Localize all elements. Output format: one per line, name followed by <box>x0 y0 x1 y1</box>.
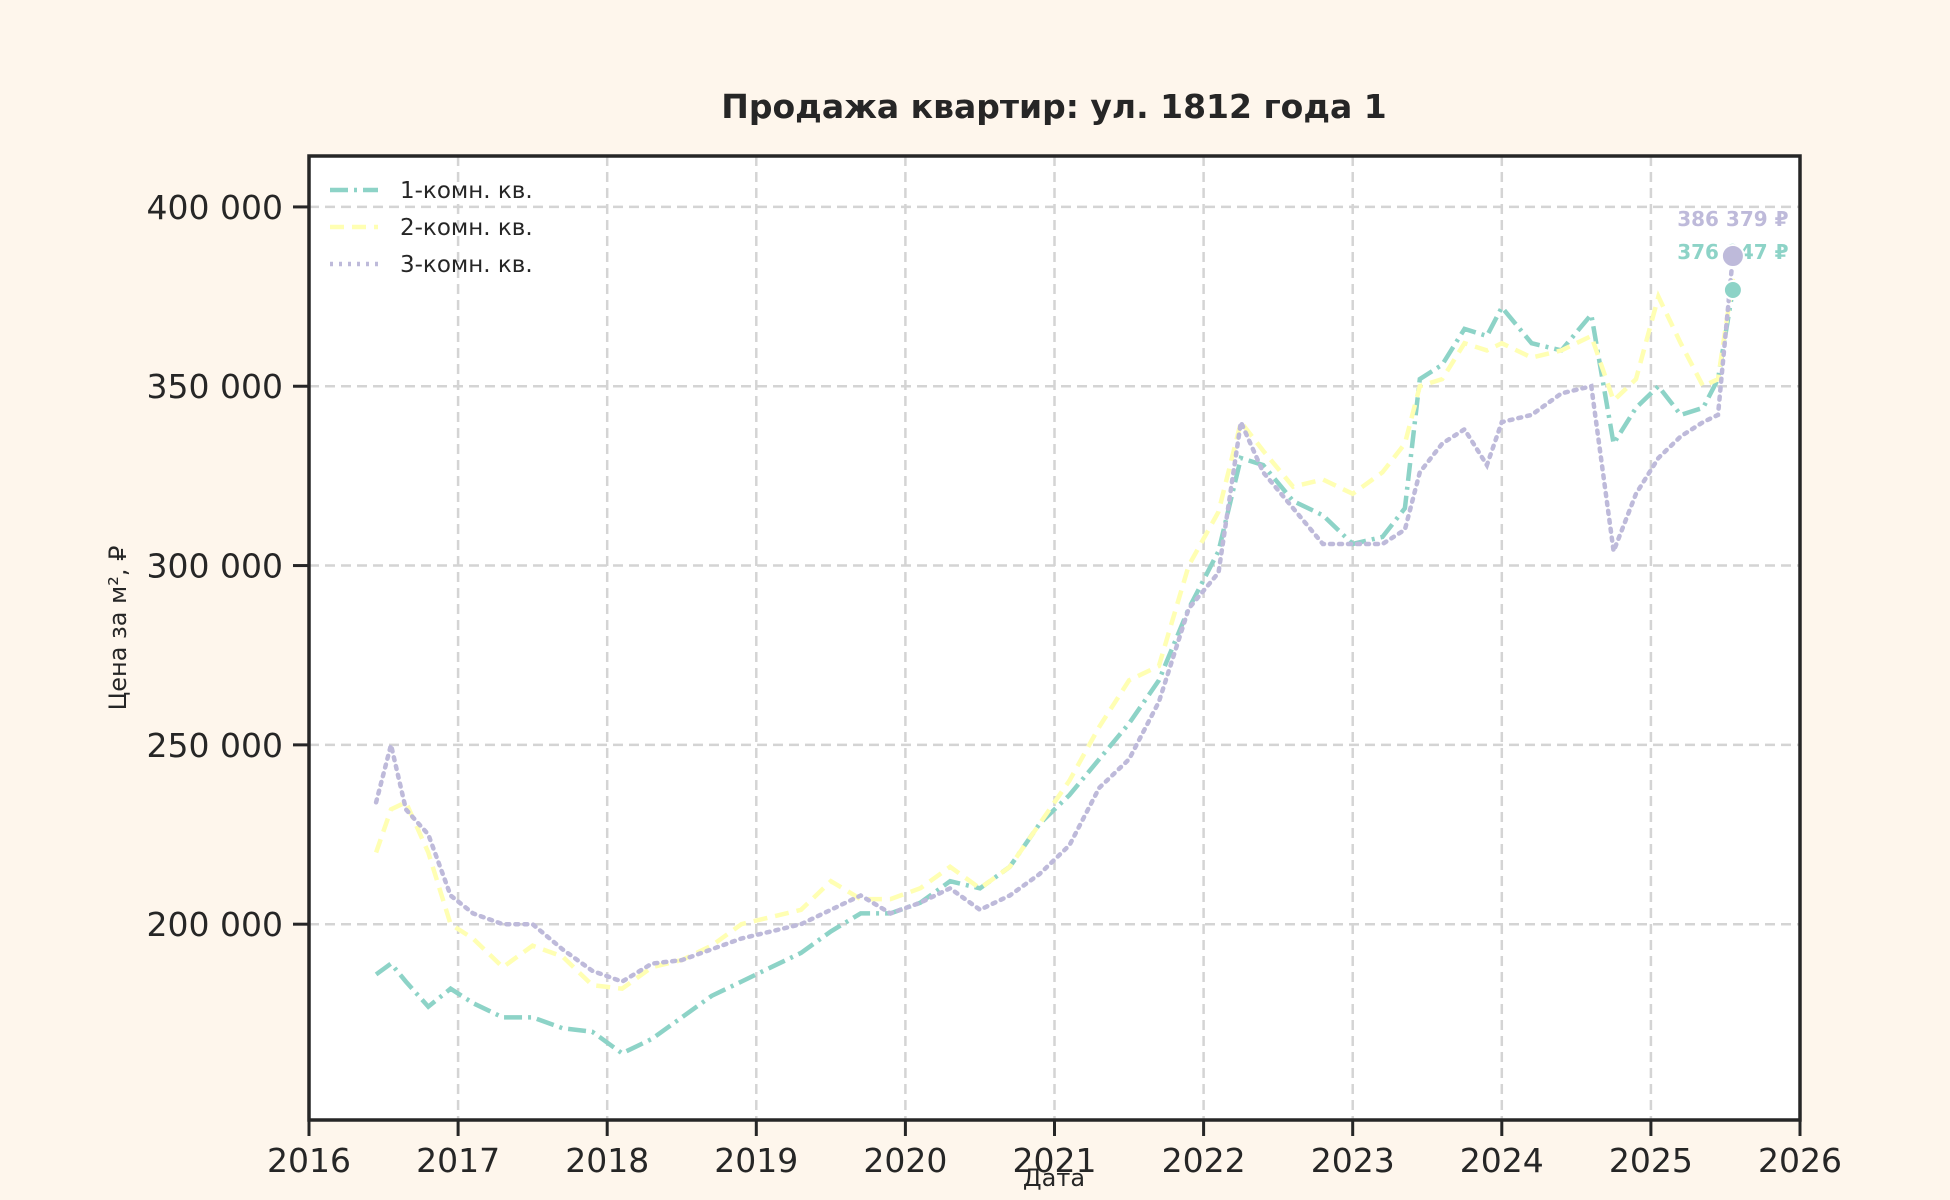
x-tick-label: 2022 <box>1162 1141 1246 1180</box>
x-tick-label: 2021 <box>1013 1141 1097 1180</box>
y-tick-label: 250 000 <box>147 726 283 765</box>
x-tick-label: 2025 <box>1609 1141 1693 1180</box>
legend-label-3: 3-комн. кв. <box>400 252 533 278</box>
grid-lines <box>309 156 1800 1120</box>
x-tick-label: 2024 <box>1460 1141 1544 1180</box>
y-tick-label: 200 000 <box>147 905 283 944</box>
y-tick-label: 350 000 <box>147 367 283 406</box>
x-tick-label: 2016 <box>267 1141 351 1180</box>
y-tick-label: 400 000 <box>147 188 283 227</box>
x-tick-label: 2020 <box>863 1141 947 1180</box>
y-tick-label: 300 000 <box>147 547 283 586</box>
y-axis-ticks: 200 000 250 000 300 000 350 000 400 000 <box>147 188 309 944</box>
x-tick-label: 2018 <box>565 1141 649 1180</box>
annotation-marker-1 <box>1720 244 1745 268</box>
annotation-marker-2 <box>1722 280 1743 300</box>
y-axis-label: Цена за м², ₽ <box>104 546 132 711</box>
series-line-1 <box>374 289 1736 1056</box>
x-tick-label: 2017 <box>416 1141 500 1180</box>
x-axis-ticks: 2016 2017 2018 2019 2020 2021 2022 2023 2024 2025… <box>267 1120 1842 1180</box>
x-axis-label: Дата <box>1023 1164 1085 1192</box>
legend-label-1: 1-комн. кв. <box>400 178 533 204</box>
legend-label-2: 2-комн. кв. <box>400 215 533 241</box>
x-tick-label: 2026 <box>1758 1141 1842 1180</box>
series-line-3 <box>373 253 1736 985</box>
last-value-annotations: 386 379 ₽376 947 ₽ <box>1677 207 1789 300</box>
x-tick-label: 2023 <box>1311 1141 1395 1180</box>
data-series <box>373 253 1736 1056</box>
series-line-2 <box>373 278 1736 992</box>
legend: 1-комн. кв. 2-комн. кв. 3-комн. кв. <box>330 178 533 278</box>
x-tick-label: 2019 <box>714 1141 798 1180</box>
annotation-label-1: 386 379 ₽ <box>1677 207 1788 231</box>
chart-title: Продажа квартир: ул. 1812 года 1 <box>721 87 1386 126</box>
